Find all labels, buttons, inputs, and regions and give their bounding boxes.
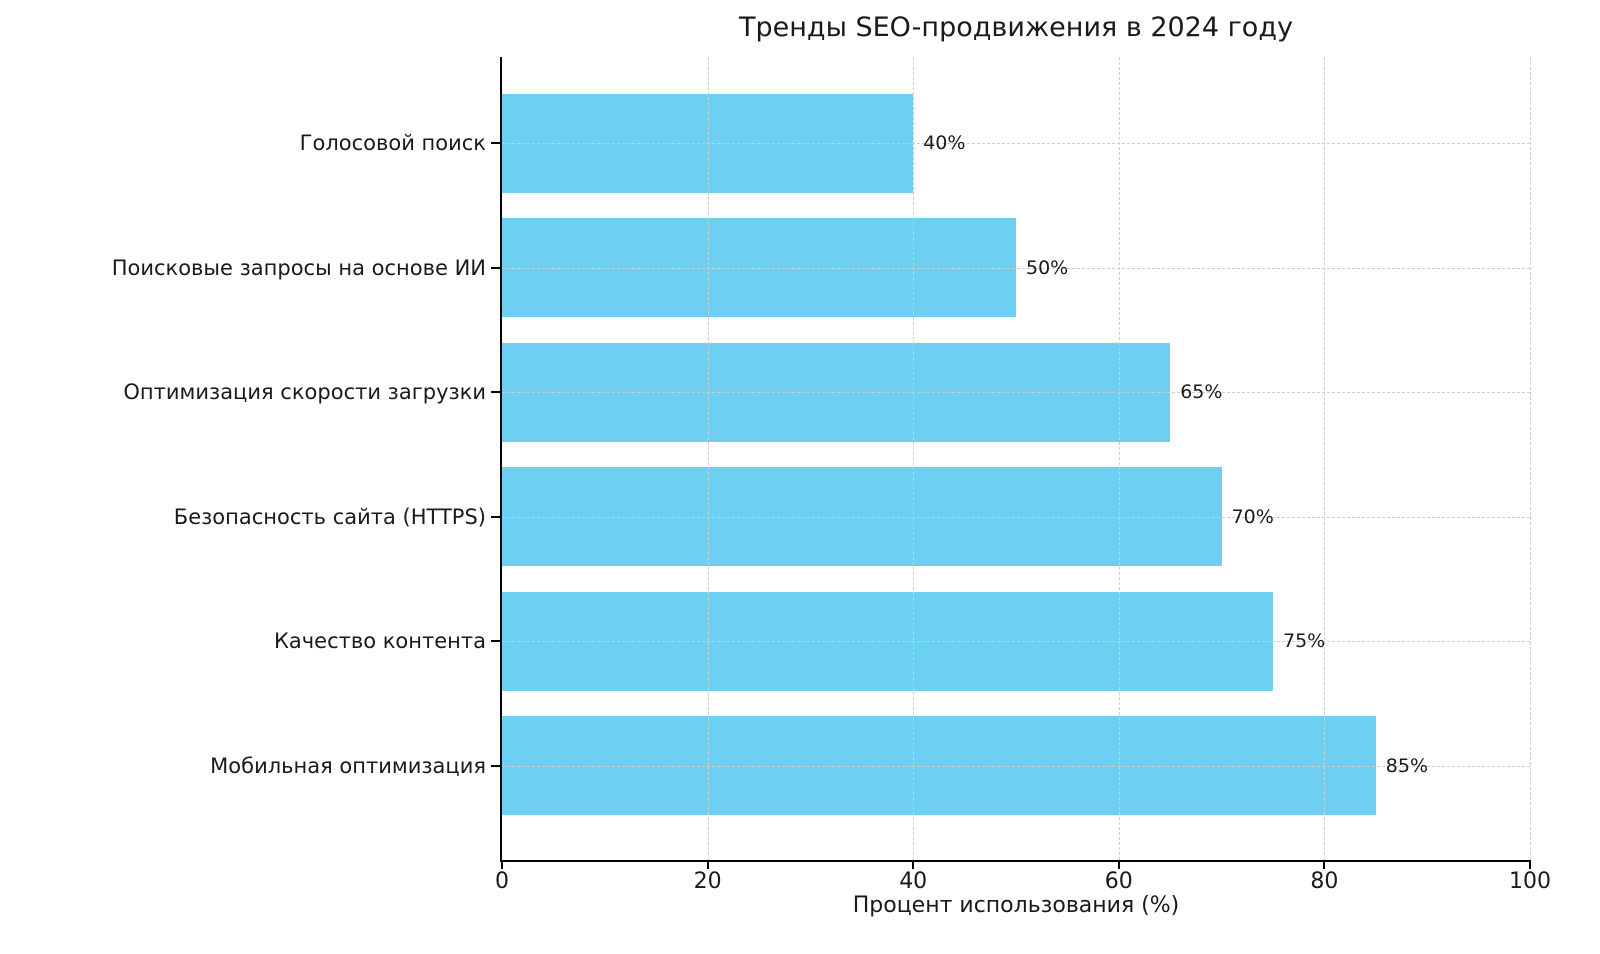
x-axis-line bbox=[500, 860, 1530, 862]
bar-value-label: 40% bbox=[923, 132, 966, 154]
plot-area bbox=[500, 57, 1531, 862]
y-tick-mark-2 bbox=[491, 391, 500, 393]
category-label: Голосовой поиск bbox=[299, 131, 486, 155]
y-tick-mark-4 bbox=[491, 640, 500, 642]
x-tick-label: 80 bbox=[1310, 869, 1339, 894]
x-tick-mark-0 bbox=[501, 860, 503, 869]
gridline-y-2 bbox=[502, 392, 1530, 393]
gridline-x-80 bbox=[1324, 57, 1326, 860]
x-axis-label: Процент использования (%) bbox=[852, 893, 1180, 918]
gridline-y-3 bbox=[502, 516, 1530, 518]
gridline-x-20 bbox=[707, 57, 709, 860]
y-tick-mark-3 bbox=[491, 515, 500, 518]
x-tick-mark-20 bbox=[706, 860, 709, 869]
category-label: Мобильная оптимизация bbox=[210, 753, 486, 778]
x-tick-label: 20 bbox=[693, 869, 722, 894]
gridline-x-40 bbox=[913, 57, 915, 860]
x-tick-mark-80 bbox=[1323, 860, 1326, 869]
y-axis-line bbox=[500, 57, 502, 860]
bar-value-label: 75% bbox=[1283, 630, 1326, 652]
chart-title: Тренды SEO-продвижения в 2024 году bbox=[739, 12, 1293, 43]
category-label: Поисковые запросы на основе ИИ bbox=[111, 255, 486, 280]
gridline-y-0 bbox=[502, 143, 1530, 144]
x-tick-label: 100 bbox=[1509, 869, 1551, 894]
y-tick-mark-5 bbox=[491, 764, 500, 767]
bar-value-label: 65% bbox=[1180, 381, 1223, 403]
category-label: Качество контента bbox=[273, 629, 486, 653]
x-tick-mark-60 bbox=[1117, 860, 1120, 869]
x-tick-label: 40 bbox=[899, 869, 928, 894]
y-tick-mark-1 bbox=[491, 266, 500, 269]
gridline-x-100 bbox=[1530, 57, 1531, 860]
category-label: Безопасность сайта (HTTPS) bbox=[173, 504, 486, 529]
x-tick-label: 0 bbox=[495, 869, 509, 894]
y-tick-mark-0 bbox=[491, 142, 500, 144]
gridline-y-1 bbox=[502, 267, 1530, 269]
category-label: Оптимизация скорости загрузки bbox=[123, 380, 486, 404]
bar-value-label: 70% bbox=[1231, 505, 1274, 528]
bar-value-label: 50% bbox=[1026, 256, 1069, 279]
x-tick-mark-40 bbox=[912, 860, 915, 869]
gridline-y-4 bbox=[502, 641, 1530, 642]
x-tick-mark-100 bbox=[1529, 860, 1531, 869]
bar-value-label: 85% bbox=[1385, 754, 1429, 777]
gridline-x-60 bbox=[1118, 57, 1120, 860]
gridline-y-5 bbox=[502, 765, 1530, 767]
x-tick-label: 60 bbox=[1104, 869, 1133, 894]
